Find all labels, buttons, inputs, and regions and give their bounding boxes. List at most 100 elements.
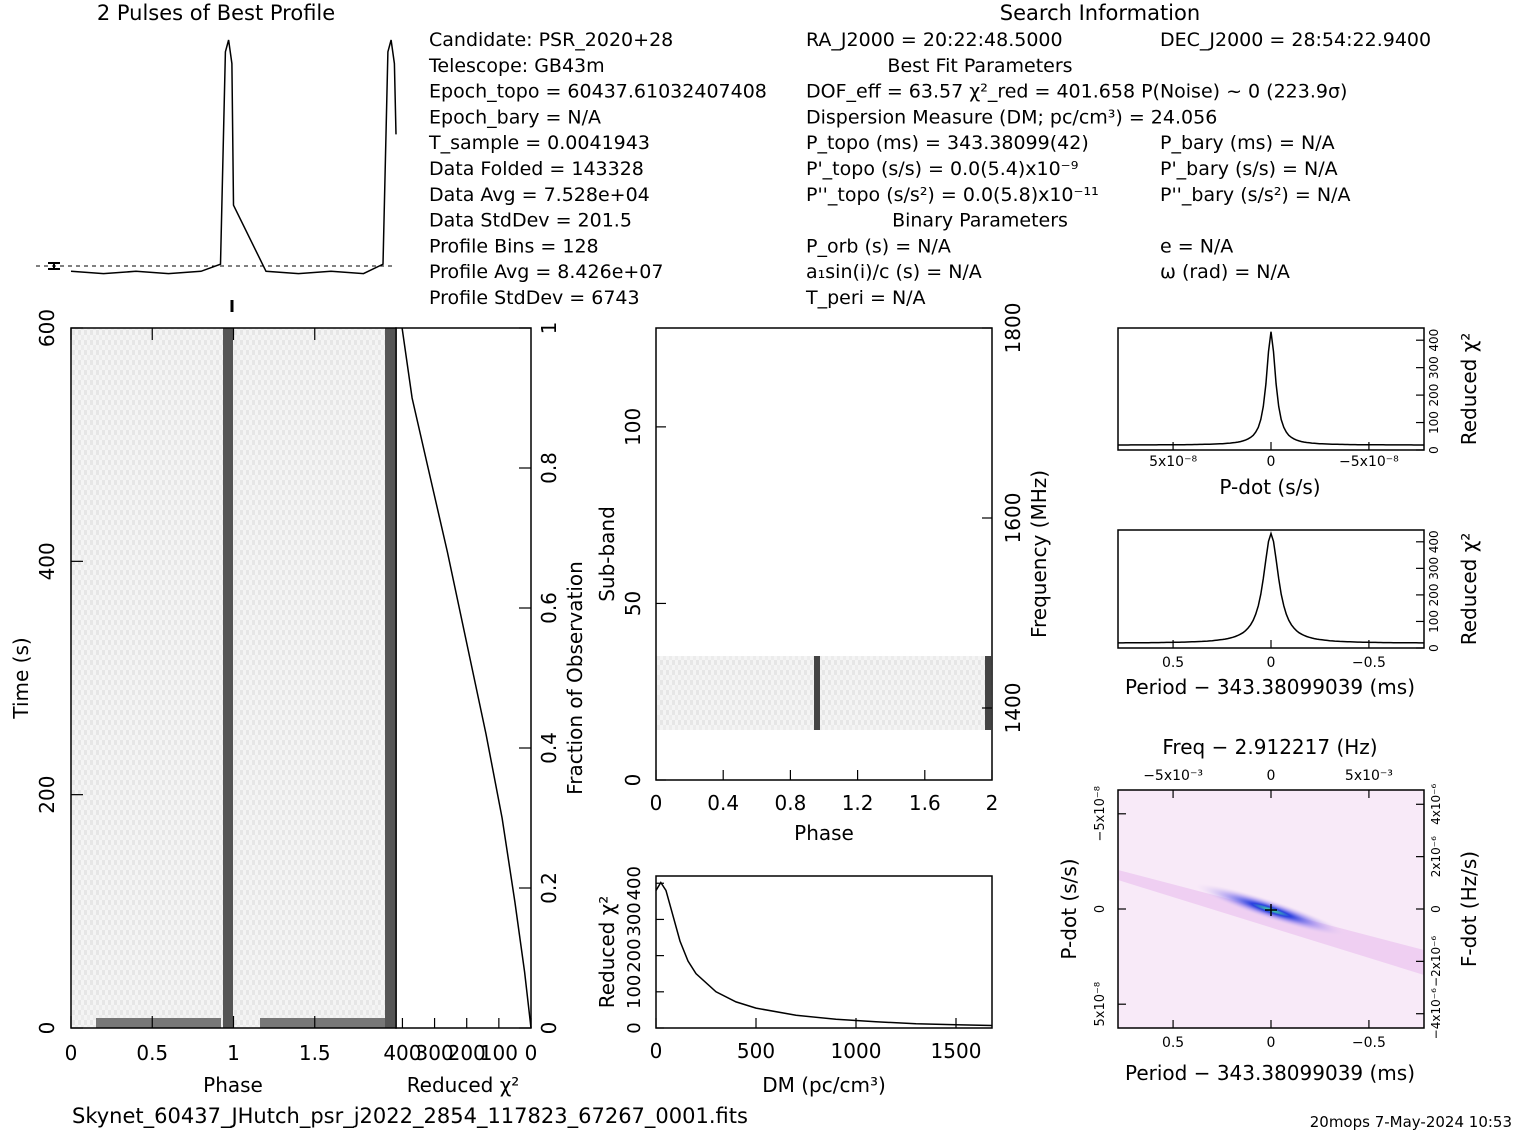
x-tick-label: 0.5 — [136, 1041, 168, 1065]
x-tick-label: 0.8 — [774, 791, 806, 815]
subband-pulse-1 — [814, 656, 820, 730]
right-tick-label: −4x10⁻⁶ — [1429, 988, 1443, 1039]
pdot-frame — [1117, 327, 1425, 451]
subband-frame — [655, 327, 993, 781]
info-column-2: RA_J2000 = 20:22:48.5000 Best Fit Paramet… — [805, 29, 1347, 309]
y-tick-label: 300 — [1427, 356, 1441, 379]
x-tick-label: 0 — [1267, 454, 1276, 470]
info-column-3: DEC_J2000 = 28:54:22.9400 P_bary (ms) = N… — [1160, 29, 1431, 283]
dm-ylabel: Reduced χ² — [595, 896, 619, 1009]
right-tick-label: 0 — [537, 1022, 561, 1035]
x-tick-label: 100 — [480, 1041, 518, 1065]
p-pdot-ylabel: P-dot (s/s) — [1057, 858, 1081, 959]
y-tick-label: 0 — [624, 1022, 645, 1033]
y-tick-label: 0 — [1427, 644, 1441, 652]
x-tick-label: 0 — [525, 1041, 538, 1065]
footer-stamp: 20mops 7-May-2024 10:53 — [1310, 1113, 1512, 1131]
x-tick-label: 0 — [650, 791, 663, 815]
info-line: P'_bary (s/s) = N/A — [1160, 158, 1338, 180]
x-tick-label: 1.5 — [299, 1041, 331, 1065]
right-tick-label: 0.6 — [537, 592, 561, 624]
info-line: Dispersion Measure (DM; pc/cm³) = 24.056 — [806, 106, 1217, 128]
info-line: Telescope: GB43m — [428, 55, 605, 77]
info-line: Epoch_bary = N/A — [429, 106, 601, 128]
y-tick-label: 0 — [35, 1022, 59, 1035]
p-pdot-xlabel: Period − 343.38099039 (ms) — [1125, 1061, 1415, 1085]
dm-line — [655, 881, 993, 1027]
profile-title: 2 Pulses of Best Profile — [97, 1, 335, 25]
x-tick-label: 2 — [986, 791, 999, 815]
y-tick-label: 5x10⁻⁸ — [1093, 982, 1108, 1027]
y-tick-label: 600 — [35, 309, 59, 347]
y-tick-label: 200 — [624, 938, 645, 972]
info-line: P_topo (ms) = 343.38099(42) — [806, 132, 1089, 154]
subband-ylabel: Sub-band — [595, 506, 619, 602]
footer-filename: Skynet_60437_JHutch_psr_j2022_2854_11782… — [72, 1104, 748, 1129]
info-line: P'_topo (s/s) = 0.0(5.4)x10⁻⁹ — [806, 158, 1078, 180]
info-line: Binary Parameters — [892, 210, 1068, 232]
x-tick-label: 300 — [415, 1041, 453, 1065]
dm-frame — [655, 875, 993, 1029]
time-phase-ylabel: Time (s) — [9, 637, 33, 719]
pdot-line — [1118, 331, 1424, 446]
x-tick-label: 0 — [1267, 655, 1276, 671]
x-tick-label: 500 — [737, 1039, 775, 1063]
info-column-1: Candidate: PSR_2020+28 Telescope: GB43m Ep… — [428, 29, 767, 309]
right-tick-label: 1 — [537, 322, 561, 335]
x-tick-label: 0 — [1267, 1035, 1276, 1051]
subband-phase-plot: 0 0.4 0.8 1.2 1.6 2 0 50 100 1400 1600 1800 Phase S… — [595, 303, 1051, 845]
right-tick-label: 2x10⁻⁶ — [1429, 836, 1443, 877]
info-line: DEC_J2000 = 28:54:22.9400 — [1160, 29, 1431, 51]
info-line: P_orb (s) = N/A — [806, 235, 951, 257]
p-pdot-plot: 0.5 0 −0.5 −5x10⁻³ 0 5x10⁻³ −5x10⁻⁸ 0 5x10⁻⁸ 4x10… — [1057, 735, 1481, 1085]
info-line: P''_bary (s/s²) = N/A — [1160, 184, 1350, 206]
right-tick-label: 0.4 — [537, 732, 561, 764]
info-line: DOF_eff = 63.57 χ²_red = 401.658 P(Noise… — [806, 81, 1347, 103]
info-line: P''_topo (s/s²) = 0.0(5.8)x10⁻¹¹ — [806, 184, 1099, 206]
search-info-title: Search Information — [1000, 1, 1200, 25]
x-tick-label: −5x10⁻⁸ — [1339, 454, 1399, 470]
y-tick-label: 300 — [624, 902, 645, 936]
subband-active-region — [656, 656, 992, 730]
fdot-label: F-dot (Hz/s) — [1457, 851, 1481, 967]
right-tick-label: 0.2 — [537, 872, 561, 904]
profile-plot — [36, 39, 397, 312]
y-tick-label: −5x10⁻⁸ — [1093, 786, 1108, 841]
info-line: Data Folded = 143328 — [429, 158, 644, 180]
period-line — [1118, 531, 1424, 644]
info-line: Profile Avg = 8.426e+07 — [429, 261, 664, 283]
fraction-label: Fraction of Observation — [563, 561, 587, 795]
y-tick-label: 400 — [1427, 329, 1441, 352]
period-xlabel: Period − 343.38099039 (ms) — [1125, 675, 1415, 699]
y-tick-label: 100 — [1427, 411, 1441, 434]
right-tick-label: 0.8 — [537, 452, 561, 484]
top-tick-label: 0 — [1267, 768, 1276, 784]
x-tick-label: 1.2 — [842, 791, 874, 815]
time-phase-xlabel: Phase — [203, 1073, 263, 1097]
top-tick-label: 5x10⁻³ — [1345, 768, 1393, 784]
x-tick-label: 1000 — [831, 1039, 882, 1063]
y-tick-label: 200 — [1427, 384, 1441, 407]
time-phase-map — [71, 328, 396, 1028]
y-tick-label: 300 — [1427, 557, 1441, 580]
info-line: ω (rad) = N/A — [1160, 261, 1290, 283]
y-tick-label: 100 — [624, 975, 645, 1009]
chi-time-xlabel: Reduced χ² — [407, 1073, 520, 1097]
pdot-ylabel: Reduced χ² — [1457, 333, 1481, 446]
right-tick-label: 4x10⁻⁶ — [1429, 784, 1443, 825]
info-line: Profile StdDev = 6743 — [429, 287, 640, 309]
y-tick-label: 200 — [35, 776, 59, 814]
right-tick-label: 1400 — [1001, 683, 1025, 734]
pulse-track-1 — [223, 328, 233, 1028]
period-chi-plot: 0.5 0 −0.5 0 100 200 300 400 Period − 343.38099… — [1117, 529, 1481, 699]
right-tick-label: 1600 — [1001, 493, 1025, 544]
info-line: Data StdDev = 201.5 — [429, 210, 632, 232]
x-tick-label: 1 — [227, 1041, 240, 1065]
x-tick-label: 0 — [65, 1041, 78, 1065]
y-tick-label: 100 — [1427, 610, 1441, 633]
info-line: RA_J2000 = 20:22:48.5000 — [806, 29, 1063, 51]
y-tick-label: 200 — [1427, 583, 1441, 606]
